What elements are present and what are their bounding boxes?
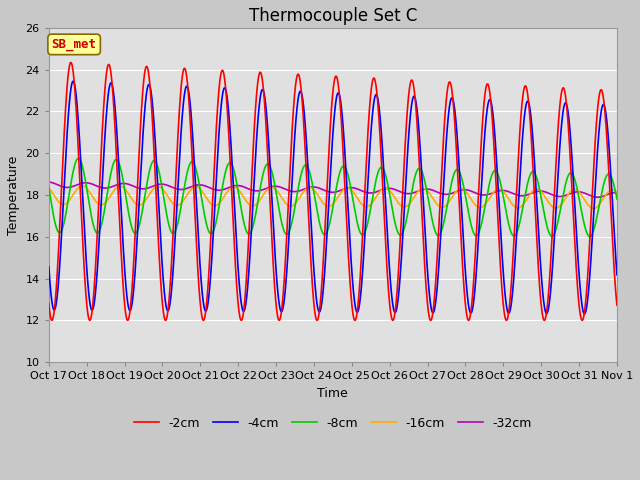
-16cm (589, 205, 597, 211)
-2cm (67, 60, 75, 65)
Line: -2cm: -2cm (49, 62, 617, 320)
-16cm (399, 204, 406, 209)
-32cm (613, 190, 621, 195)
-16cm (613, 189, 621, 195)
-16cm (79, 183, 86, 189)
-2cm (204, 289, 211, 295)
-8cm (204, 225, 211, 231)
-8cm (586, 234, 594, 240)
Text: SB_met: SB_met (52, 38, 97, 51)
-8cm (45, 184, 52, 190)
-32cm (204, 184, 211, 190)
Y-axis label: Temperature: Temperature (7, 156, 20, 235)
-8cm (613, 195, 621, 201)
-4cm (559, 108, 567, 114)
-8cm (559, 192, 567, 198)
-4cm (45, 264, 52, 269)
-32cm (398, 190, 406, 195)
-8cm (613, 196, 621, 202)
-4cm (580, 311, 588, 317)
-4cm (399, 240, 406, 245)
-16cm (613, 189, 621, 195)
-16cm (167, 198, 175, 204)
Line: -4cm: -4cm (49, 81, 617, 314)
Title: Thermocouple Set C: Thermocouple Set C (249, 7, 417, 25)
-32cm (166, 184, 174, 190)
-16cm (388, 191, 396, 197)
-2cm (399, 195, 406, 201)
Line: -16cm: -16cm (49, 186, 617, 208)
Line: -8cm: -8cm (49, 158, 617, 237)
-8cm (399, 230, 406, 236)
-16cm (559, 199, 567, 205)
-2cm (579, 317, 586, 323)
-2cm (45, 300, 52, 306)
X-axis label: Time: Time (317, 387, 348, 400)
-32cm (559, 193, 567, 199)
-8cm (167, 228, 175, 233)
-8cm (388, 207, 396, 213)
-16cm (204, 197, 211, 203)
-2cm (559, 85, 567, 91)
-32cm (612, 190, 620, 195)
-2cm (167, 275, 175, 281)
-4cm (613, 270, 621, 276)
-32cm (594, 194, 602, 200)
-2cm (613, 302, 621, 308)
-4cm (167, 296, 175, 301)
-16cm (45, 185, 52, 191)
-4cm (204, 303, 211, 309)
-32cm (388, 186, 396, 192)
-4cm (613, 272, 621, 277)
-4cm (69, 78, 77, 84)
Legend: -2cm, -4cm, -8cm, -16cm, -32cm: -2cm, -4cm, -8cm, -16cm, -32cm (129, 412, 537, 435)
-8cm (75, 156, 83, 161)
-4cm (388, 300, 396, 305)
-2cm (613, 300, 621, 306)
Line: -32cm: -32cm (49, 182, 617, 197)
-32cm (45, 179, 52, 185)
-2cm (388, 317, 396, 323)
